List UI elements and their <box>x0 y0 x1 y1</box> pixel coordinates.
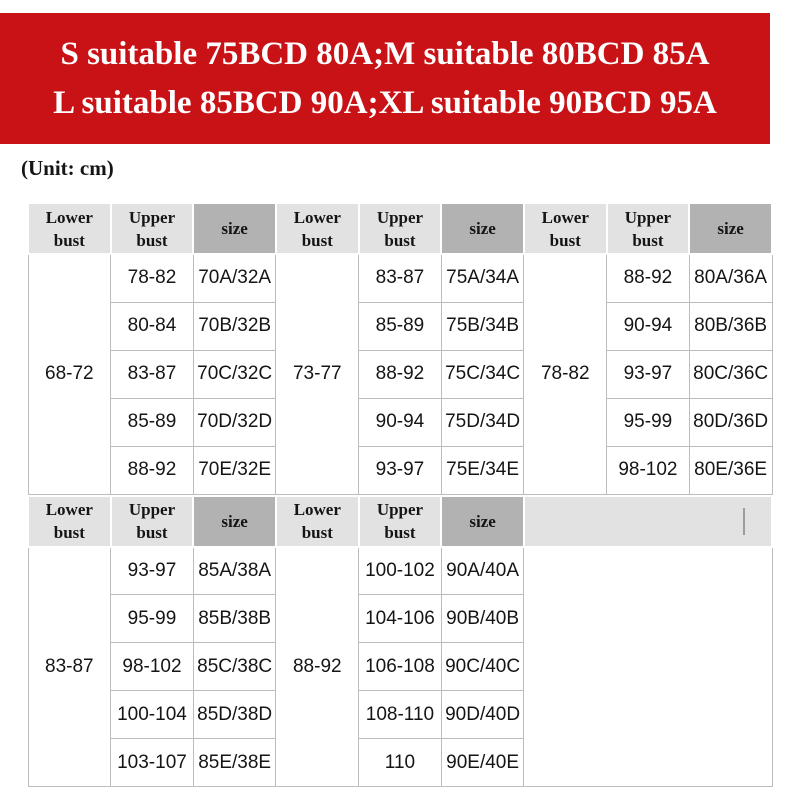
cell-size: 75E/34E <box>440 445 525 495</box>
cell-size: 70C/32C <box>192 349 277 399</box>
cell-size: 80E/36E <box>688 445 773 495</box>
cell-upper-bust: 104-106 <box>358 594 442 643</box>
cell-size: 80B/36B <box>688 301 773 351</box>
cell-upper-bust: 83-87 <box>358 253 442 303</box>
column-header-size: size <box>192 494 277 548</box>
column-header-lower-bust: Lower bust <box>274 494 360 548</box>
unit-label: (Unit: cm) <box>21 156 114 180</box>
table-row: 103-107 85E/38E 110 90E/40E <box>28 738 772 787</box>
cell-size: 75D/34D <box>440 397 525 447</box>
column-header-size: size <box>440 202 525 255</box>
cell-upper-bust: 93-97 <box>110 546 194 595</box>
table-row: 68-72 78-82 70A/32A 73-77 83-87 75A/34A 78-82 8… <box>27 253 773 495</box>
cell-size: 85B/38B <box>192 594 277 643</box>
cell-upper-bust: 93-97 <box>358 445 442 495</box>
cell-upper-bust: 85-89 <box>358 301 442 351</box>
cell-size: 85C/38C <box>192 642 277 691</box>
size-table: Lower bust Upper bust size Lower bust Upper … <box>27 202 774 787</box>
column-header-lower-bust: Lower bust <box>27 494 112 548</box>
table-row: 83-87 70C/32C 88-92 75C/34C 93-97 80C/36C <box>28 349 773 399</box>
column-header-size: size <box>440 494 525 548</box>
column-header-lower-bust: Lower bust <box>27 202 112 255</box>
cell-upper-bust: 80-84 <box>110 301 194 351</box>
cell-upper-bust: 88-92 <box>606 253 690 303</box>
cell-upper-bust: 90-94 <box>606 301 690 351</box>
cell-size: 70B/32B <box>192 301 277 351</box>
cell-upper-bust: 98-102 <box>110 642 194 691</box>
cell-size: 75C/34C <box>440 349 525 399</box>
cell-upper-bust: 100-104 <box>110 690 194 739</box>
cell-upper-bust: 110 <box>358 738 442 787</box>
cell-upper-bust: 83-87 <box>110 349 194 399</box>
cell-size: 80D/36D <box>688 397 773 447</box>
cell-upper-bust: 78-82 <box>110 253 194 303</box>
table-header-row: Lower bust Upper bust size Lower bust Upper … <box>27 494 774 548</box>
cell-lower-bust: 73-77 <box>275 253 360 495</box>
cell-lower-bust: 88-92 <box>275 546 360 787</box>
cell-size: 85E/38E <box>192 738 277 787</box>
column-header-upper-bust: Upper bust <box>605 202 691 255</box>
cell-size: 75A/34A <box>440 253 525 303</box>
cell-upper-bust: 108-110 <box>358 690 442 739</box>
table-row: 88-92 70E/32E 93-97 75E/34E 98-102 80E/36E <box>28 445 773 495</box>
cell-upper-bust: 95-99 <box>110 594 194 643</box>
cell-size: 70A/32A <box>192 253 277 303</box>
cell-size: 85D/38D <box>192 690 277 739</box>
column-header-upper-bust: Upper bust <box>357 494 443 548</box>
table-row: 95-99 85B/38B 104-106 90B/40B <box>28 594 772 643</box>
header-artifact-mark <box>743 507 745 535</box>
column-header-upper-bust: Upper bust <box>109 202 195 255</box>
cell-size: 80C/36C <box>688 349 773 399</box>
size-table-section: Lower bust Upper bust size Lower bust Upper … <box>27 494 774 787</box>
cell-size: 75B/34B <box>440 301 525 351</box>
column-header-upper-bust: Upper bust <box>109 494 195 548</box>
cell-size: 85A/38A <box>192 546 277 595</box>
cell-upper-bust: 106-108 <box>358 642 442 691</box>
size-banner: S suitable 75BCD 80A;M suitable 80BCD 85… <box>0 13 770 144</box>
table-header-row: Lower bust Upper bust size Lower bust Upper … <box>27 202 773 255</box>
cell-upper-bust: 98-102 <box>606 445 690 495</box>
column-header-size: size <box>192 202 277 255</box>
cell-size: 70D/32D <box>192 397 277 447</box>
cell-size: 90C/40C <box>440 642 525 691</box>
cell-size: 90A/40A <box>440 546 525 595</box>
size-table-section: Lower bust Upper bust size Lower bust Upper … <box>27 202 773 495</box>
column-header-lower-bust: Lower bust <box>522 202 608 255</box>
table-row: 85-89 70D/32D 90-94 75D/34D 95-99 80D/36D <box>28 397 773 447</box>
cell-upper-bust: 88-92 <box>110 445 194 495</box>
empty-body-cell <box>523 546 773 787</box>
cell-lower-bust: 68-72 <box>27 253 112 495</box>
column-header-lower-bust: Lower bust <box>274 202 360 255</box>
column-header-upper-bust: Upper bust <box>357 202 443 255</box>
cell-upper-bust: 100-102 <box>358 546 442 595</box>
table-row: 100-104 85D/38D 108-110 90D/40D <box>28 690 772 739</box>
cell-upper-bust: 88-92 <box>358 349 442 399</box>
banner-line-1: S suitable 75BCD 80A;M suitable 80BCD 85… <box>60 35 710 72</box>
cell-upper-bust: 85-89 <box>110 397 194 447</box>
cell-size: 90E/40E <box>440 738 525 787</box>
cell-upper-bust: 93-97 <box>606 349 690 399</box>
cell-lower-bust: 78-82 <box>523 253 608 495</box>
column-header-size: size <box>688 202 773 255</box>
cell-upper-bust: 90-94 <box>358 397 442 447</box>
banner-line-2: L suitable 85BCD 90A;XL suitable 90BCD 9… <box>53 84 717 121</box>
cell-lower-bust: 83-87 <box>27 546 112 787</box>
cell-upper-bust: 95-99 <box>606 397 690 447</box>
cell-size: 90D/40D <box>440 690 525 739</box>
table-row: 83-87 93-97 85A/38A 88-92 100-102 90A/40A <box>27 546 773 787</box>
cell-upper-bust: 103-107 <box>110 738 194 787</box>
table-row: 98-102 85C/38C 106-108 90C/40C <box>28 642 772 691</box>
cell-size: 90B/40B <box>440 594 525 643</box>
header-filler-cell <box>522 494 774 548</box>
cell-size: 80A/36A <box>688 253 773 303</box>
cell-size: 70E/32E <box>192 445 277 495</box>
table-row: 80-84 70B/32B 85-89 75B/34B 90-94 80B/36B <box>28 301 773 351</box>
